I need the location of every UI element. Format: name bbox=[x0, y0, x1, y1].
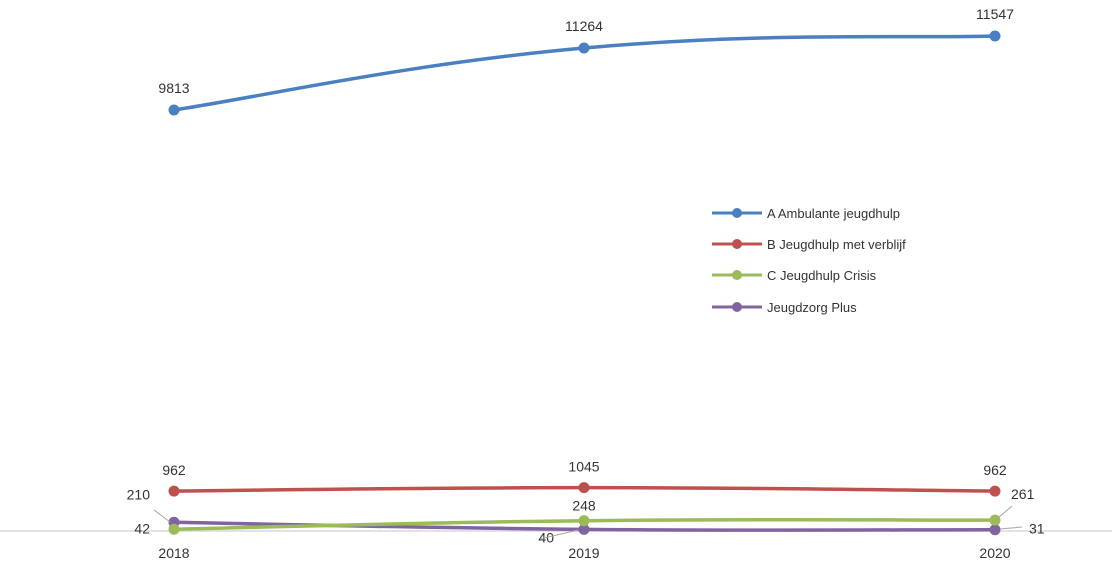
legend-item[interactable]: Jeugdzorg Plus bbox=[712, 300, 857, 315]
leader-line bbox=[153, 509, 171, 523]
x-tick-label: 2018 bbox=[158, 545, 189, 561]
legend-item[interactable]: B Jeugdhulp met verblijf bbox=[712, 237, 906, 252]
legend-label: C Jeugdhulp Crisis bbox=[767, 268, 877, 283]
legend-label: Jeugdzorg Plus bbox=[767, 300, 857, 315]
data-label: 9813 bbox=[158, 80, 189, 96]
leader-line bbox=[999, 526, 1023, 530]
legend-marker bbox=[732, 302, 742, 312]
data-label: 261 bbox=[1011, 486, 1035, 502]
data-point bbox=[989, 30, 1001, 42]
data-point bbox=[989, 514, 1001, 526]
data-label: 210 bbox=[127, 486, 151, 502]
leader-line bbox=[997, 505, 1013, 519]
data-label: 1045 bbox=[568, 459, 599, 475]
legend-marker bbox=[732, 239, 742, 249]
series-layer bbox=[168, 30, 1001, 536]
legend-item[interactable]: A Ambulante jeugdhulp bbox=[712, 206, 900, 221]
leader-line bbox=[539, 529, 579, 540]
data-point bbox=[168, 104, 180, 116]
data-point bbox=[578, 482, 590, 494]
data-point bbox=[989, 524, 1001, 536]
legend-marker bbox=[732, 208, 742, 218]
data-label: 31 bbox=[1029, 521, 1045, 537]
data-point bbox=[578, 523, 590, 535]
data-label: 11547 bbox=[976, 6, 1014, 22]
data-label: 962 bbox=[162, 462, 186, 478]
data-point bbox=[989, 485, 1001, 497]
data-point bbox=[168, 523, 180, 535]
data-point bbox=[168, 485, 180, 497]
data-label: 248 bbox=[572, 498, 596, 514]
legend-item[interactable]: C Jeugdhulp Crisis bbox=[712, 268, 877, 283]
x-axis-ticks: 2018 2019 2020 bbox=[158, 545, 1010, 561]
data-label: 962 bbox=[983, 462, 1007, 478]
data-point bbox=[578, 42, 590, 54]
x-tick-label: 2020 bbox=[979, 545, 1010, 561]
legend-marker bbox=[732, 270, 742, 280]
data-label: 11264 bbox=[565, 18, 603, 34]
data-label: 42 bbox=[134, 520, 150, 536]
legend-label: B Jeugdhulp met verblijf bbox=[767, 237, 906, 252]
data-point bbox=[578, 515, 590, 527]
x-tick-label: 2019 bbox=[568, 545, 599, 561]
legend-label: A Ambulante jeugdhulp bbox=[767, 206, 900, 221]
legend: A Ambulante jeugdhulp B Jeugdhulp met ve… bbox=[712, 206, 906, 315]
